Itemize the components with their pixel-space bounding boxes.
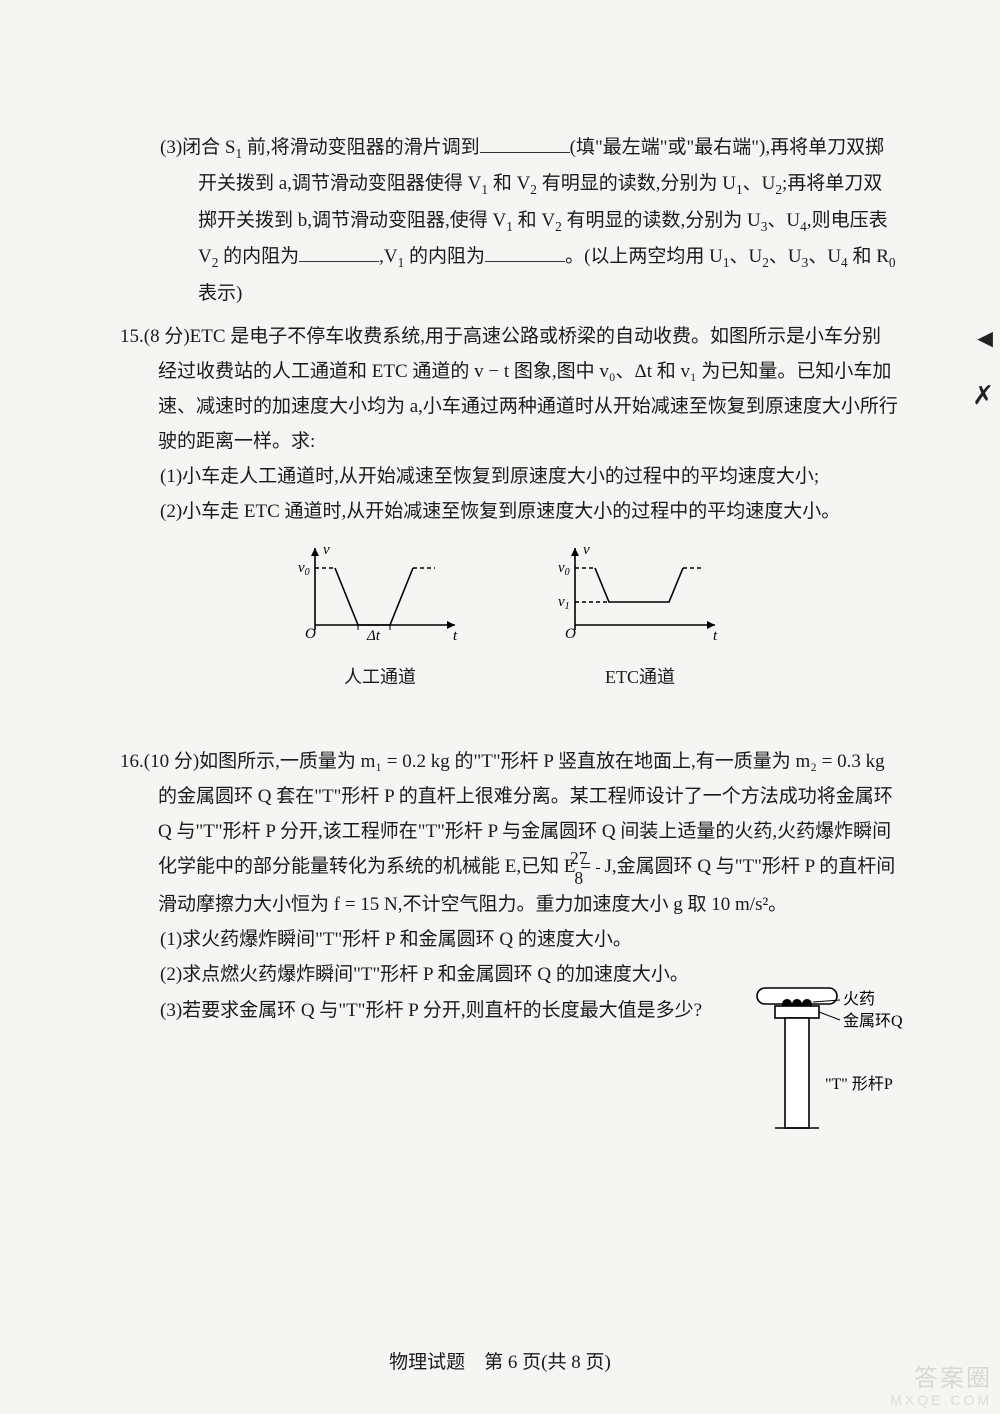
q15-s1: (1)小车走人工通道时,从开始减速至恢复到原速度大小的过程中的平均速度大小; xyxy=(120,459,900,494)
q14-p3-i: 、U xyxy=(767,210,800,231)
q15-head: 15.(8 分)ETC 是电子不停车收费系统,用于高速公路或桥梁的自动收费。如图… xyxy=(120,319,900,460)
q14-p3-h: 有明显的读数,分别为 U xyxy=(562,210,761,231)
q14-p3-a: (3)闭合 S xyxy=(160,137,235,158)
q14-p3-k: 的内阻为 xyxy=(218,246,299,267)
q15-s2: (2)小车走 ETC 通道时,从开始减速至恢复到原速度大小的过程中的平均速度大小… xyxy=(120,494,900,529)
q15-fig1-label: 人工通道 xyxy=(295,661,465,694)
svg-text:金属环Q: 金属环Q xyxy=(843,1012,903,1030)
svg-text:v1: v1 xyxy=(558,594,570,612)
q14-p3-s: 表示) xyxy=(198,283,242,304)
svg-text:v: v xyxy=(323,542,330,558)
q16-fig: 火药 金属环Q "T" 形杆P xyxy=(755,984,910,1171)
q14-p3-d2: 和 V xyxy=(513,210,555,231)
q15-fig2: v v0 v1 O t ETC通道 xyxy=(555,540,725,694)
q14-p3-o: 、U xyxy=(730,246,763,267)
watermark: 答案圈 MXQE.COM xyxy=(890,1366,992,1408)
q14-p3-e: 有明显的读数,分别为 U xyxy=(537,173,736,194)
page-footer: 物理试题 第 6 页(共 8 页) xyxy=(0,1347,1000,1374)
q14-p3-r: 和 R xyxy=(848,246,889,267)
q14-p3-b: 前,将滑动变阻器的滑片调到 xyxy=(242,137,480,158)
q14-p3-p: 、U xyxy=(769,246,802,267)
q14-p3-f: 、U xyxy=(743,173,776,194)
q15-fig2-label: ETC通道 xyxy=(555,661,725,694)
svg-text:v0: v0 xyxy=(558,560,570,578)
blank-3 xyxy=(485,243,565,262)
q14-p3-l: ,V xyxy=(379,246,397,267)
svg-text:t: t xyxy=(713,628,718,644)
svg-text:t: t xyxy=(453,628,458,644)
q14-p3-m: 的内阻为 xyxy=(404,246,485,267)
q15-fig1: v v0 O Δt t 人工通道 xyxy=(295,540,465,694)
svg-text:Δt: Δt xyxy=(366,628,381,644)
svg-text:O: O xyxy=(305,626,316,642)
q16-s1: (1)求火药爆炸瞬间"T"形杆 P 和金属圆环 Q 的速度大小。 xyxy=(120,922,900,957)
q14-p3-q: 、U xyxy=(808,246,841,267)
svg-text:v: v xyxy=(583,542,590,558)
q14-p3-n: 。(以上两空均用 U xyxy=(565,246,723,267)
svg-text:O: O xyxy=(565,626,576,642)
svg-text:v0: v0 xyxy=(298,560,310,578)
svg-text:"T" 形杆P: "T" 形杆P xyxy=(825,1075,893,1093)
svg-text:火药: 火药 xyxy=(843,990,875,1008)
blank-1 xyxy=(480,134,570,153)
blank-2 xyxy=(299,243,379,262)
q14-p3-d: 和 V xyxy=(488,173,530,194)
margin-marks: ◄✗ xyxy=(972,310,998,424)
